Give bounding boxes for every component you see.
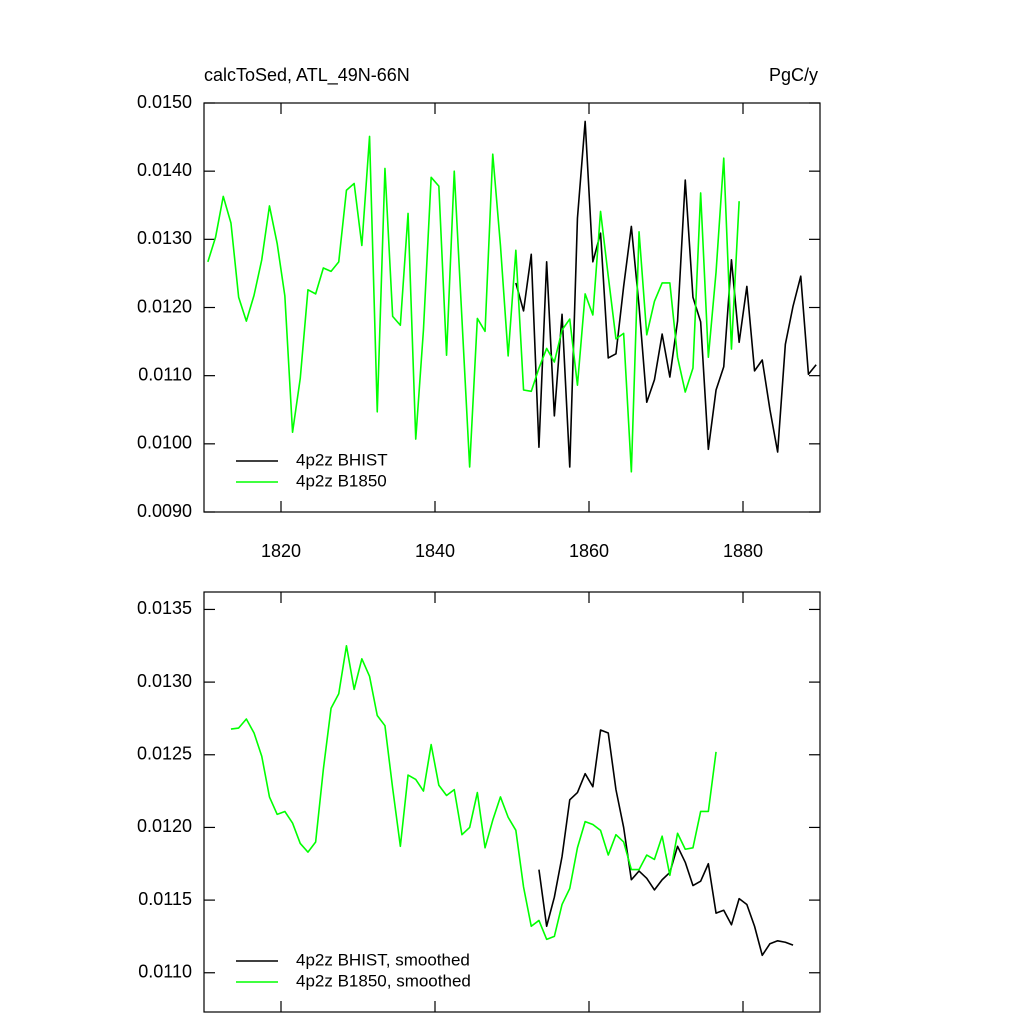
y-tick-label: 0.0100	[137, 433, 192, 453]
series-line	[515, 120, 817, 468]
x-tick-label: 1840	[415, 541, 455, 561]
series-line	[207, 135, 740, 473]
y-tick-label: 0.0110	[138, 364, 192, 384]
series-line	[230, 644, 717, 941]
plot-frame	[203, 102, 821, 513]
y-tick-label: 0.0120	[137, 816, 192, 836]
y-tick-label: 0.0125	[137, 744, 192, 764]
y-tick-label: 0.0150	[137, 92, 192, 112]
y-tick-label: 0.0130	[137, 228, 192, 248]
y-tick-label: 0.0140	[137, 160, 192, 180]
y-tick-label: 0.0115	[138, 889, 192, 909]
x-tick-label: 1880	[723, 541, 763, 561]
y-tick-label: 0.0135	[137, 598, 192, 618]
y-tick-label: 0.0120	[137, 296, 192, 316]
plot-frame	[203, 591, 821, 1013]
legend-label: 4p2z BHIST	[296, 450, 388, 469]
series-line	[538, 729, 794, 957]
legend-label: 4p2z B1850, smoothed	[296, 971, 471, 990]
x-tick-label: 1860	[569, 541, 609, 561]
legend-label: 4p2z B1850	[296, 471, 387, 490]
legend-label: 4p2z BHIST, smoothed	[296, 950, 470, 969]
chart-title: calcToSed, ATL_49N-66N	[204, 65, 410, 86]
y-tick-label: 0.0110	[138, 962, 192, 982]
y-tick-label: 0.0090	[137, 501, 192, 521]
y-tick-label: 0.0130	[137, 671, 192, 691]
units-label: PgC/y	[769, 65, 818, 85]
x-tick-label: 1820	[261, 541, 301, 561]
